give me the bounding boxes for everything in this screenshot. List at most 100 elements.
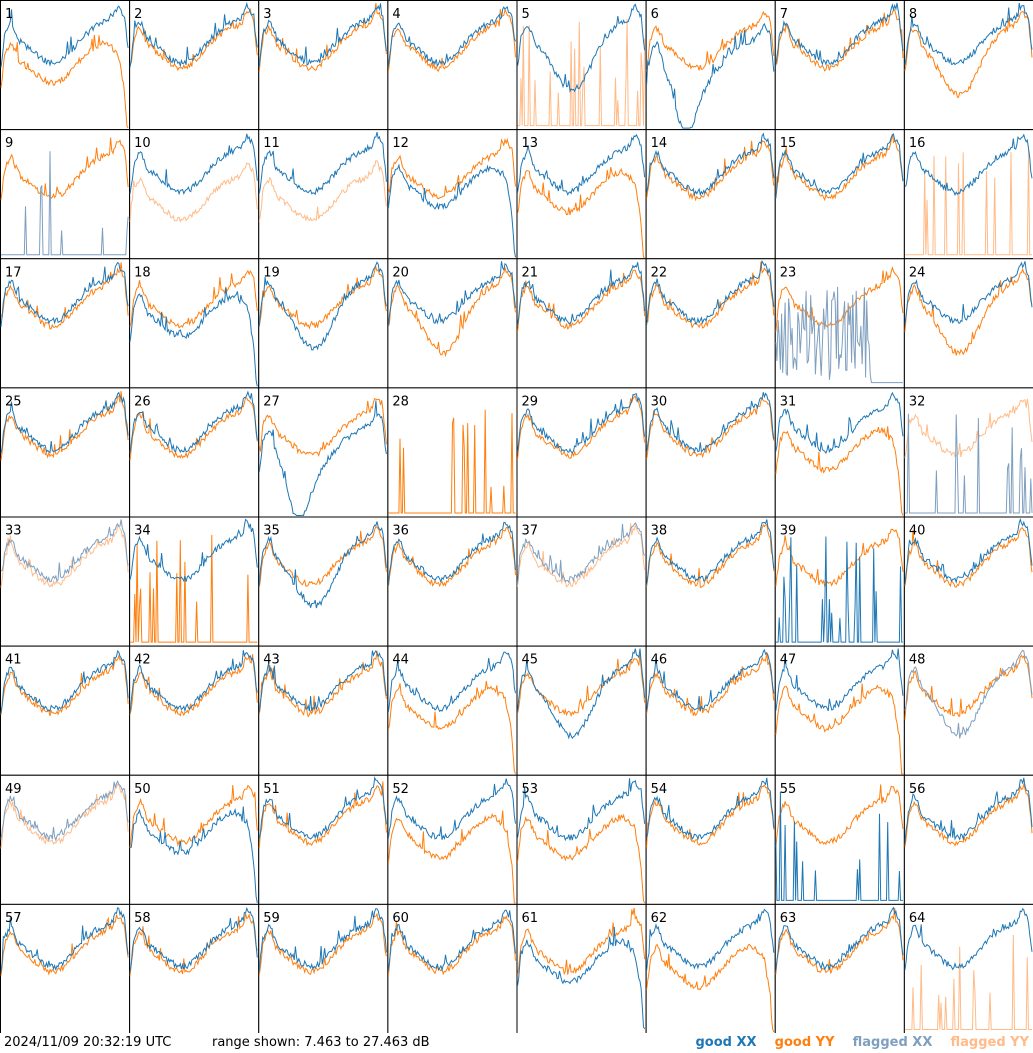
panel-label-61: 61 xyxy=(522,911,539,926)
series-yy-panel-5 xyxy=(517,18,646,127)
panel-label-12: 12 xyxy=(392,136,409,151)
series-xx-panel-57 xyxy=(0,907,129,973)
panel-label-14: 14 xyxy=(651,136,668,151)
panel-frame-7 xyxy=(774,0,905,131)
series-yy-panel-55 xyxy=(775,784,904,848)
panel-label-38: 38 xyxy=(651,524,668,539)
panel-label-41: 41 xyxy=(5,653,22,668)
panel-label-24: 24 xyxy=(909,265,926,280)
series-xx-panel-16 xyxy=(904,133,1033,197)
panel-frame-9 xyxy=(0,129,131,260)
series-yy-panel-31 xyxy=(775,426,904,516)
series-yy-panel-26 xyxy=(129,397,258,461)
footer-bar: 2024/11/09 20:32:19 UTC range shown: 7.4… xyxy=(0,1033,1033,1053)
panel-frame-8 xyxy=(903,0,1033,131)
panel-label-10: 10 xyxy=(134,136,151,151)
series-yy-panel-33 xyxy=(0,524,129,588)
series-xx-panel-32 xyxy=(904,413,1033,514)
series-yy-panel-51 xyxy=(258,781,387,849)
series-xx-panel-33 xyxy=(0,519,129,583)
panel-frame-46 xyxy=(645,645,776,776)
series-yy-panel-24 xyxy=(904,267,1033,356)
series-xx-panel-62 xyxy=(646,908,775,971)
panel-label-55: 55 xyxy=(780,782,797,797)
series-yy-panel-61 xyxy=(517,907,646,976)
series-yy-panel-48 xyxy=(904,654,1033,720)
series-yy-panel-11 xyxy=(258,159,387,222)
series-xx-panel-63 xyxy=(775,906,904,971)
panel-frame-36 xyxy=(387,516,518,647)
panel-frame-51 xyxy=(258,774,389,905)
panel-label-6: 6 xyxy=(651,7,659,22)
panel-label-2: 2 xyxy=(134,7,142,22)
series-yy-panel-6 xyxy=(646,10,775,72)
panel-label-40: 40 xyxy=(909,524,926,539)
series-yy-panel-64 xyxy=(904,934,1032,1030)
series-xx-panel-42 xyxy=(129,650,258,713)
panel-frame-17 xyxy=(0,258,131,389)
panel-frame-50 xyxy=(129,774,260,905)
panel-label-59: 59 xyxy=(263,911,280,926)
series-xx-panel-21 xyxy=(517,262,646,326)
series-yy-panel-42 xyxy=(129,654,258,717)
series-yy-panel-20 xyxy=(387,267,516,358)
panel-label-22: 22 xyxy=(651,265,668,280)
series-xx-panel-64 xyxy=(904,907,1033,971)
panel-label-4: 4 xyxy=(392,7,400,22)
series-yy-panel-16 xyxy=(904,150,1032,256)
panel-frame-15 xyxy=(774,129,905,260)
panel-label-60: 60 xyxy=(392,911,409,926)
series-xx-panel-23 xyxy=(775,286,903,384)
series-xx-panel-36 xyxy=(387,521,516,586)
panel-label-15: 15 xyxy=(780,136,797,151)
series-xx-panel-61 xyxy=(517,926,646,1030)
series-xx-panel-54 xyxy=(646,777,775,841)
series-yy-panel-21 xyxy=(517,269,646,333)
series-xx-panel-58 xyxy=(129,906,258,973)
panel-frame-52 xyxy=(387,774,518,905)
series-yy-panel-63 xyxy=(775,907,904,975)
panel-frame-62 xyxy=(645,903,776,1033)
series-yy-panel-34 xyxy=(130,534,258,643)
series-xx-panel-35 xyxy=(258,521,387,609)
panel-label-46: 46 xyxy=(651,653,668,668)
legend-flagged-yy: flagged YY xyxy=(950,1035,1030,1050)
series-yy-panel-37 xyxy=(517,523,646,588)
panel-label-31: 31 xyxy=(780,394,797,409)
series-xx-panel-26 xyxy=(129,390,258,454)
series-yy-panel-43 xyxy=(258,650,387,718)
series-xx-panel-6 xyxy=(646,22,775,129)
panel-label-1: 1 xyxy=(5,7,13,22)
panel-label-36: 36 xyxy=(392,524,409,539)
series-xx-panel-13 xyxy=(517,133,646,196)
series-xx-panel-18 xyxy=(129,287,258,387)
series-yy-panel-39 xyxy=(775,528,904,588)
panel-label-13: 13 xyxy=(522,136,539,151)
panel-label-18: 18 xyxy=(134,265,151,280)
panel-label-50: 50 xyxy=(134,782,151,797)
panel-frame-41 xyxy=(0,645,131,776)
panel-frame-29 xyxy=(516,387,647,518)
series-yy-panel-4 xyxy=(387,8,516,72)
panel-label-25: 25 xyxy=(5,394,22,409)
series-yy-panel-10 xyxy=(129,162,258,223)
panel-label-20: 20 xyxy=(392,265,409,280)
series-yy-panel-14 xyxy=(646,139,775,202)
panel-label-47: 47 xyxy=(780,653,797,668)
series-yy-panel-59 xyxy=(258,912,387,976)
panel-label-23: 23 xyxy=(780,265,797,280)
timestamp: 2024/11/09 20:32:19 UTC xyxy=(4,1035,172,1050)
series-xx-panel-29 xyxy=(517,393,646,454)
range-label: range shown: 7.463 to 27.463 dB xyxy=(212,1035,430,1050)
series-xx-panel-14 xyxy=(646,132,775,197)
series-xx-panel-24 xyxy=(904,261,1033,325)
series-yy-panel-30 xyxy=(646,396,775,460)
series-xx-panel-50 xyxy=(130,806,258,903)
panel-frame-54 xyxy=(645,774,776,905)
series-yy-panel-52 xyxy=(387,810,516,904)
series-yy-panel-15 xyxy=(775,133,904,202)
series-xx-panel-17 xyxy=(0,261,129,327)
panel-label-45: 45 xyxy=(522,653,539,668)
panel-label-54: 54 xyxy=(651,782,668,797)
series-xx-panel-43 xyxy=(258,650,387,713)
